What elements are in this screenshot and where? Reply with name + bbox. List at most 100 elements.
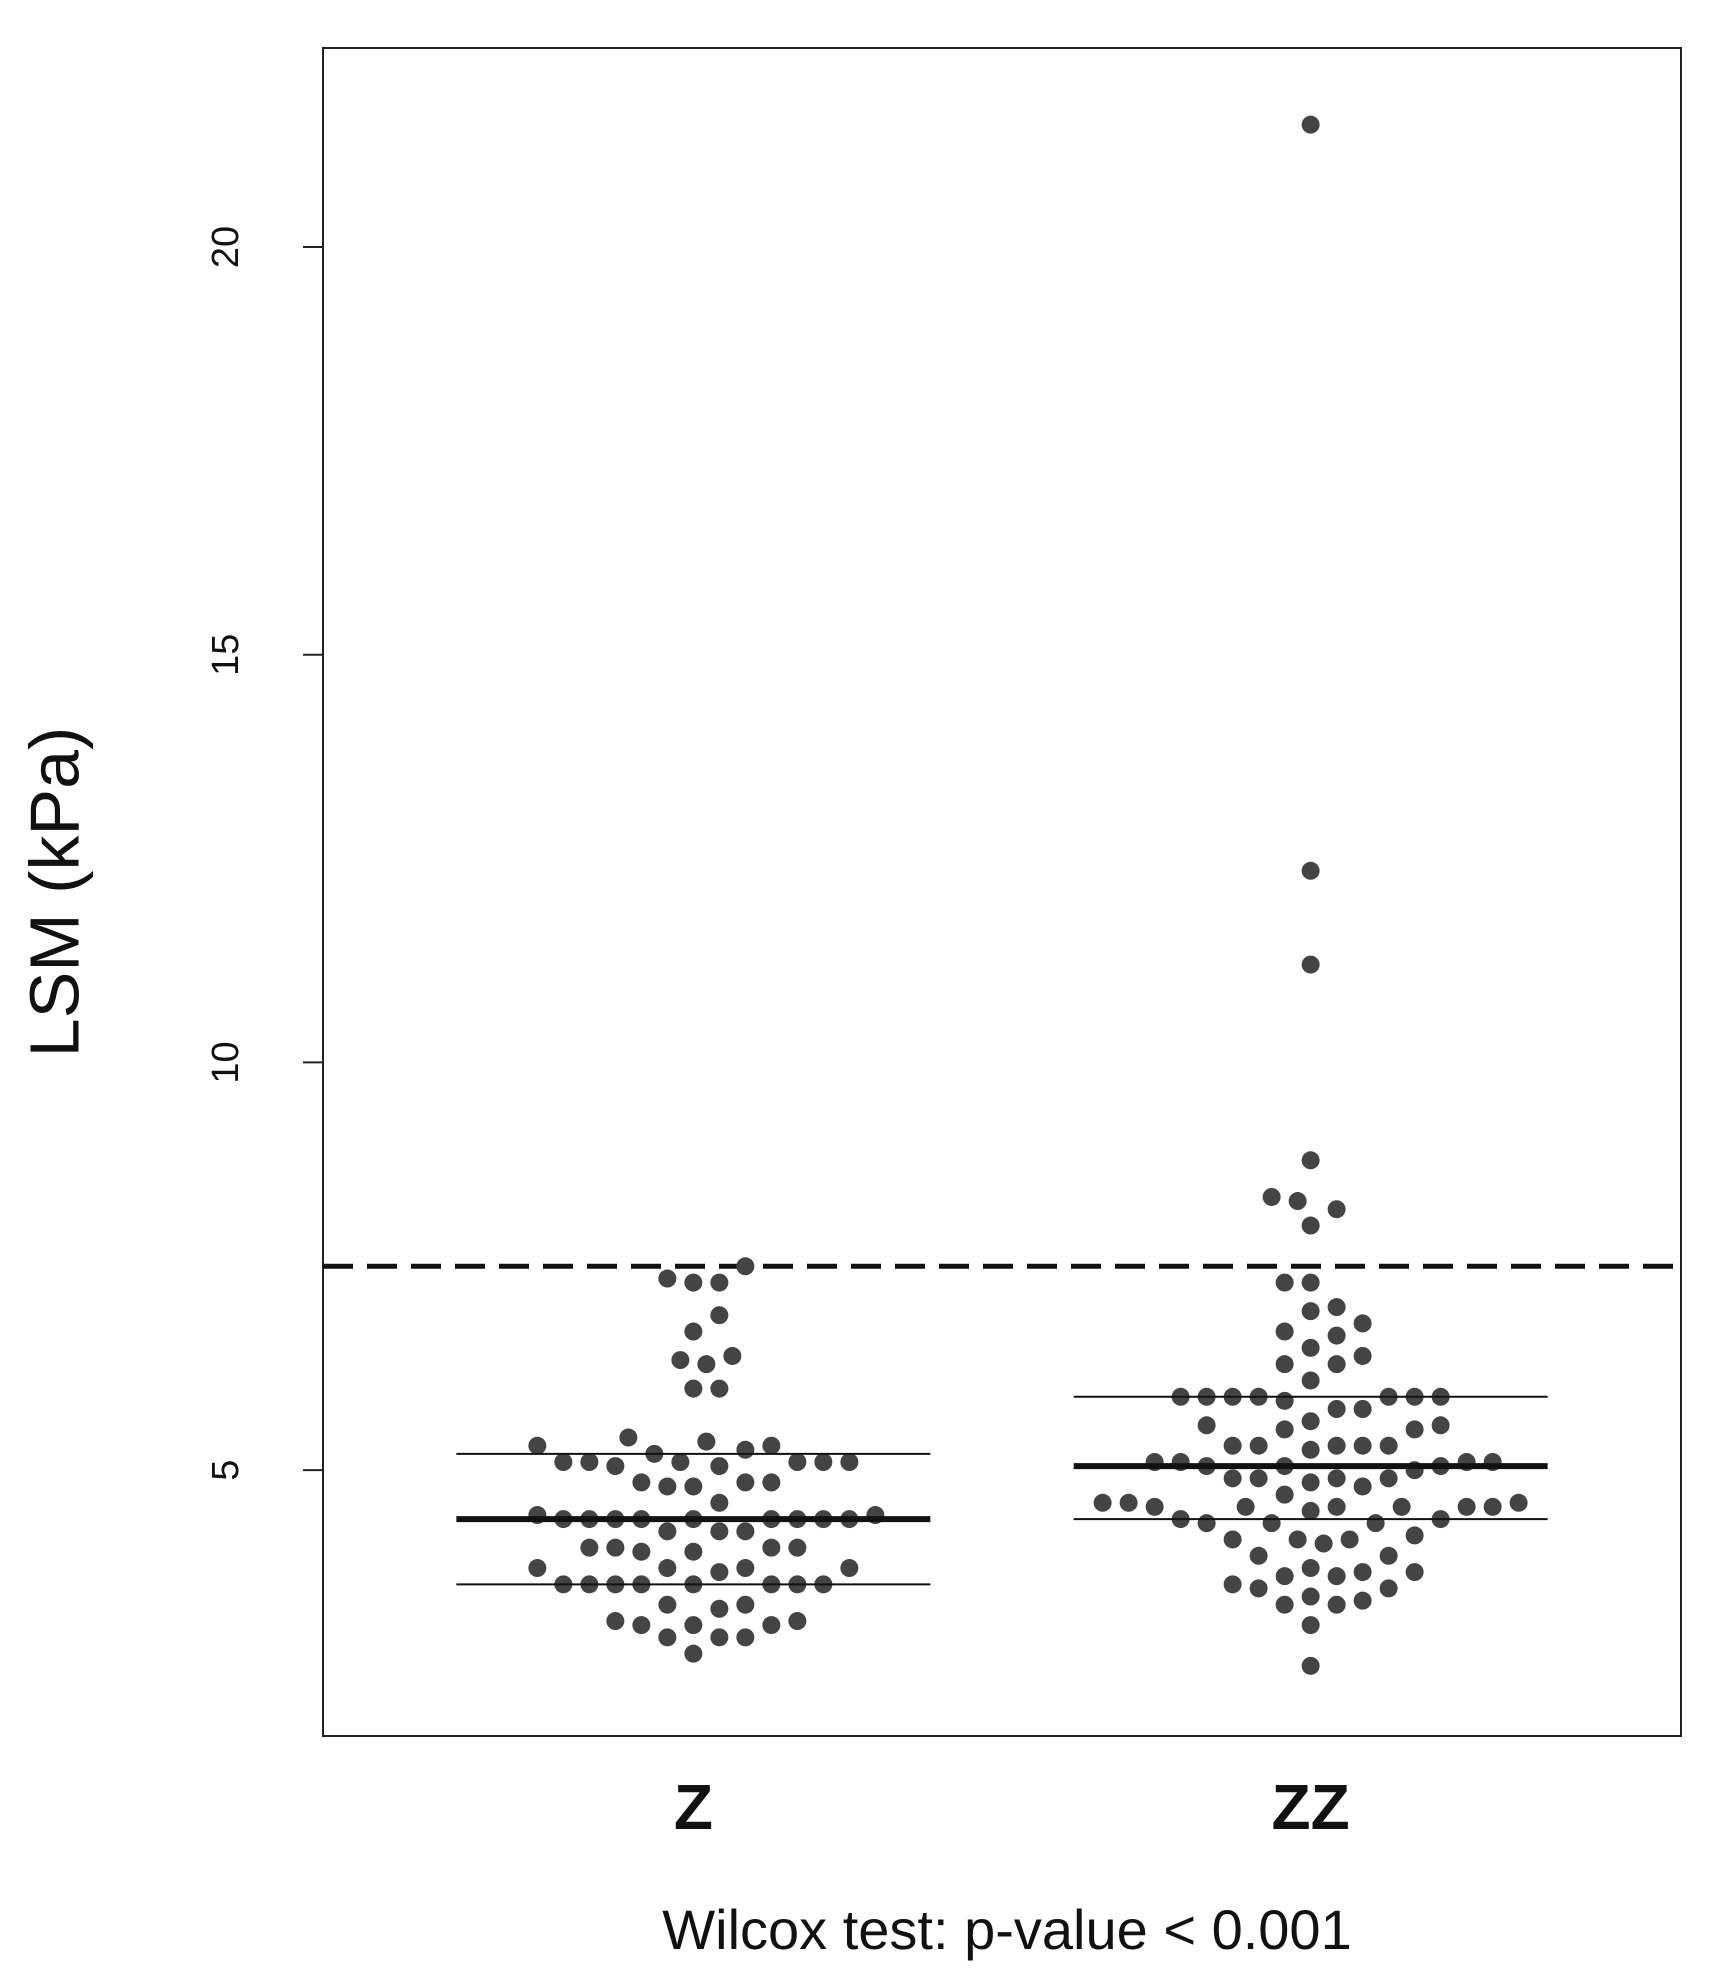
data-point bbox=[1301, 1151, 1320, 1170]
data-point bbox=[1301, 1412, 1320, 1431]
data-point bbox=[1509, 1493, 1528, 1512]
data-point bbox=[1301, 861, 1320, 880]
data-point bbox=[1340, 1530, 1359, 1549]
data-point bbox=[762, 1436, 781, 1455]
data-point bbox=[788, 1612, 807, 1631]
data-point bbox=[1119, 1493, 1138, 1512]
caption: Wilcox test: p-value < 0.001 bbox=[662, 1898, 1351, 1961]
data-point bbox=[1353, 1346, 1372, 1365]
data-point bbox=[1197, 1514, 1216, 1533]
data-point bbox=[1327, 1469, 1346, 1488]
data-point bbox=[736, 1595, 755, 1614]
data-point bbox=[1301, 1338, 1320, 1357]
data-point bbox=[580, 1453, 599, 1472]
data-point bbox=[788, 1538, 807, 1557]
data-point bbox=[1275, 1420, 1294, 1439]
data-point bbox=[684, 1379, 703, 1398]
data-point bbox=[684, 1322, 703, 1341]
data-point bbox=[1301, 115, 1320, 134]
data-point bbox=[580, 1538, 599, 1557]
data-point bbox=[1301, 1440, 1320, 1459]
data-point bbox=[710, 1628, 729, 1647]
data-point bbox=[1353, 1477, 1372, 1496]
data-point bbox=[1275, 1595, 1294, 1614]
data-point bbox=[1379, 1469, 1398, 1488]
data-point bbox=[528, 1436, 547, 1455]
data-point bbox=[1301, 955, 1320, 974]
data-point bbox=[684, 1644, 703, 1663]
data-point bbox=[1301, 1216, 1320, 1235]
data-point bbox=[619, 1428, 638, 1447]
data-point bbox=[1405, 1420, 1424, 1439]
data-point bbox=[1275, 1485, 1294, 1504]
data-point bbox=[1353, 1436, 1372, 1455]
data-point bbox=[1275, 1567, 1294, 1586]
data-point bbox=[1275, 1355, 1294, 1374]
data-point bbox=[1327, 1298, 1346, 1317]
data-point bbox=[736, 1440, 755, 1459]
data-point bbox=[1275, 1391, 1294, 1410]
data-point bbox=[1353, 1400, 1372, 1419]
data-point bbox=[1327, 1355, 1346, 1374]
data-point bbox=[1275, 1322, 1294, 1341]
data-point bbox=[1327, 1326, 1346, 1345]
data-point bbox=[1483, 1497, 1502, 1516]
data-point bbox=[736, 1473, 755, 1492]
data-point bbox=[710, 1273, 729, 1292]
data-point bbox=[1249, 1436, 1268, 1455]
data-point bbox=[1457, 1497, 1476, 1516]
data-point bbox=[1301, 1473, 1320, 1492]
data-point bbox=[1197, 1416, 1216, 1435]
data-point bbox=[606, 1457, 625, 1476]
data-point bbox=[1301, 1302, 1320, 1321]
data-point bbox=[1353, 1591, 1372, 1610]
data-point bbox=[736, 1559, 755, 1578]
data-point bbox=[1379, 1546, 1398, 1565]
data-point bbox=[710, 1379, 729, 1398]
data-point bbox=[710, 1457, 729, 1476]
data-point bbox=[1288, 1530, 1307, 1549]
data-point bbox=[1301, 1371, 1320, 1390]
data-point bbox=[710, 1563, 729, 1582]
data-point bbox=[671, 1351, 690, 1370]
data-point bbox=[528, 1559, 547, 1578]
data-point bbox=[684, 1477, 703, 1496]
data-point bbox=[762, 1616, 781, 1635]
data-point bbox=[1223, 1530, 1242, 1549]
data-point bbox=[1301, 1587, 1320, 1606]
data-point bbox=[632, 1473, 651, 1492]
data-point bbox=[1301, 1501, 1320, 1520]
data-point bbox=[632, 1616, 651, 1635]
data-point bbox=[1145, 1497, 1164, 1516]
data-point bbox=[1223, 1436, 1242, 1455]
data-point bbox=[1379, 1436, 1398, 1455]
data-point bbox=[1327, 1497, 1346, 1516]
data-point bbox=[658, 1595, 677, 1614]
data-point bbox=[1288, 1192, 1307, 1211]
data-point bbox=[1249, 1546, 1268, 1565]
data-point bbox=[1431, 1416, 1450, 1435]
data-point bbox=[1223, 1575, 1242, 1594]
data-point bbox=[1301, 1656, 1320, 1675]
data-point bbox=[1366, 1514, 1385, 1533]
plot-frame bbox=[322, 47, 1682, 1737]
y-axis-label: LSM (kPa) bbox=[15, 727, 93, 1058]
x-tick-label: Z bbox=[674, 1771, 713, 1843]
data-point bbox=[1223, 1469, 1242, 1488]
y-tick-label: 15 bbox=[205, 634, 247, 676]
data-point bbox=[1353, 1314, 1372, 1333]
data-point bbox=[723, 1346, 742, 1365]
data-point bbox=[1301, 1559, 1320, 1578]
data-point bbox=[1262, 1187, 1281, 1206]
data-point bbox=[606, 1612, 625, 1631]
data-point bbox=[658, 1477, 677, 1496]
data-point bbox=[1327, 1595, 1346, 1614]
data-point bbox=[671, 1453, 690, 1472]
data-point bbox=[684, 1616, 703, 1635]
data-point bbox=[762, 1538, 781, 1557]
data-point bbox=[684, 1273, 703, 1292]
data-point bbox=[840, 1453, 859, 1472]
data-point bbox=[1236, 1497, 1255, 1516]
data-point bbox=[1301, 1273, 1320, 1292]
